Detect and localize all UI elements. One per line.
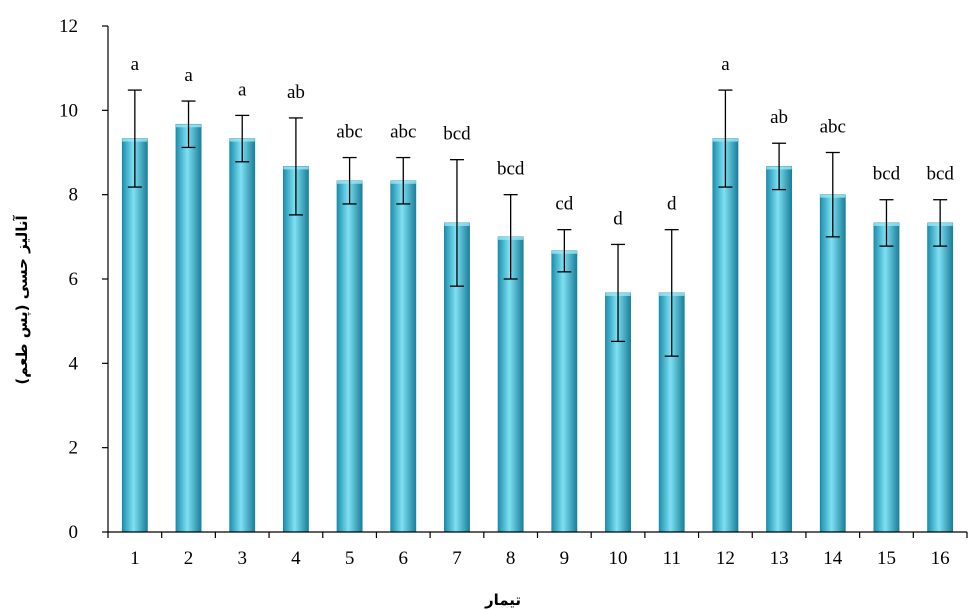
bar-4: [282, 166, 309, 533]
significance-label: abc: [820, 117, 846, 138]
bar-13: [766, 166, 793, 533]
bar-15: [873, 222, 900, 533]
bar-1: [121, 138, 148, 533]
significance-label: a: [184, 65, 193, 86]
x-tick-label: 15: [877, 548, 896, 569]
error-bars-layer: [127, 89, 948, 357]
bar-6: [390, 180, 417, 533]
x-tick-label: 11: [663, 548, 681, 569]
x-tick-label: 3: [237, 548, 247, 569]
x-tick-label: 8: [506, 548, 516, 569]
significance-label: ab: [287, 82, 305, 103]
x-tick-label: 4: [291, 548, 301, 569]
bar-16: [927, 222, 954, 533]
significance-label: a: [721, 54, 730, 75]
y-tick-label: 4: [69, 353, 79, 374]
significance-label: cd: [555, 194, 573, 215]
x-tick-label: 1: [130, 548, 140, 569]
significance-label: bcd: [443, 124, 471, 145]
bar-14: [819, 194, 846, 533]
significance-label: d: [613, 208, 623, 229]
significance-label: bcd: [497, 159, 525, 180]
y-tick-label: 0: [69, 522, 79, 543]
labels-layer: 0 2 4 6 8 10 12 1 a 2 a 3 a 4 ab 5 abc 6 abc 7 bcd 8 bcd 9 cd 10 d…: [59, 16, 954, 569]
significance-label: a: [131, 54, 140, 75]
x-axis-title: تیمار: [484, 591, 521, 609]
y-tick-label: 12: [59, 16, 78, 37]
x-tick-label: 13: [770, 548, 789, 569]
bar-12: [712, 138, 739, 533]
significance-label: abc: [390, 122, 416, 143]
x-tick-label: 6: [399, 548, 409, 569]
x-tick-label: 2: [184, 548, 194, 569]
bars-layer: [121, 123, 954, 533]
significance-label: bcd: [926, 164, 954, 185]
x-tick-label: 9: [560, 548, 570, 569]
bar-5: [336, 180, 363, 533]
bar-8: [497, 236, 524, 533]
significance-label: bcd: [873, 164, 901, 185]
x-tick-label: 5: [345, 548, 355, 569]
y-axis-title: آنالیز حسی (پس طعم): [13, 214, 32, 384]
significance-label: ab: [770, 107, 788, 128]
x-tick-label: 7: [452, 548, 462, 569]
significance-label: a: [238, 79, 247, 100]
x-tick-label: 16: [931, 548, 950, 569]
x-tick-label: 14: [823, 548, 843, 569]
x-tick-label: 10: [609, 548, 628, 569]
bar-2: [175, 123, 202, 533]
significance-label: d: [667, 194, 677, 215]
bar-9: [551, 250, 578, 533]
x-tick-label: 12: [716, 548, 735, 569]
significance-label: abc: [336, 122, 362, 143]
y-tick-label: 10: [59, 100, 78, 121]
y-tick-label: 8: [69, 185, 79, 206]
bar-3: [229, 138, 256, 533]
y-tick-label: 2: [69, 438, 79, 459]
axes-layer: [102, 25, 968, 538]
y-tick-label: 6: [69, 269, 79, 290]
